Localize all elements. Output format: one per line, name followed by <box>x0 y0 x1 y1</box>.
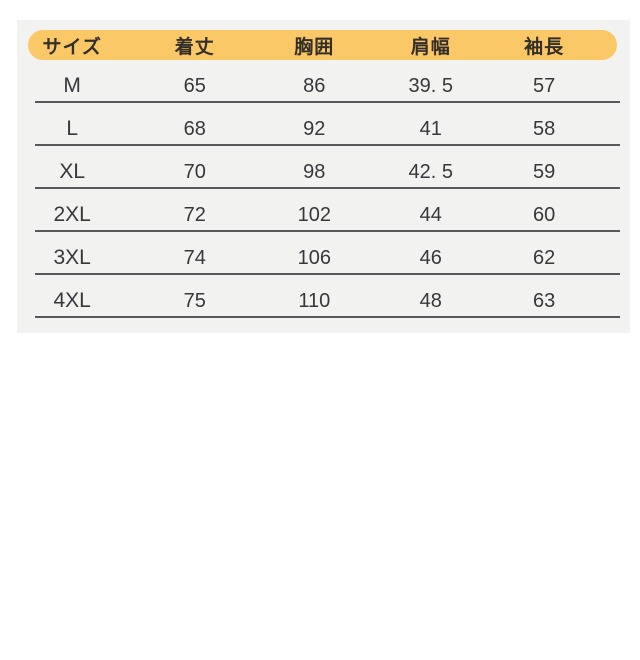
cell-shoulder: 41 <box>419 117 442 140</box>
cell-length: 70 <box>183 160 206 183</box>
table-row: M 65 86 39. 5 57 <box>17 60 630 103</box>
cell-shoulder: 39. 5 <box>408 74 453 97</box>
cell-chest: 106 <box>297 246 331 269</box>
header-chest: 胸囲 <box>294 36 335 58</box>
cell-size: 2XL <box>53 203 91 226</box>
cell-sleeve: 63 <box>533 289 556 312</box>
table-row: 4XL 75 110 48 63 <box>17 275 630 318</box>
header-pill-background <box>28 30 617 60</box>
cell-length: 68 <box>183 117 206 140</box>
cell-chest: 98 <box>303 160 326 183</box>
cell-sleeve: 59 <box>533 160 556 183</box>
header-size: サイズ <box>42 36 102 58</box>
header-length: 着丈 <box>174 36 215 58</box>
cell-size: 3XL <box>53 246 91 269</box>
cell-size: L <box>66 117 78 140</box>
table-row: L 68 92 41 58 <box>17 103 630 146</box>
cell-chest: 110 <box>298 289 331 312</box>
cell-shoulder: 46 <box>419 246 442 269</box>
header-sleeve: 袖長 <box>524 36 565 58</box>
cell-sleeve: 57 <box>533 74 556 97</box>
cell-length: 75 <box>183 289 206 312</box>
size-chart-header: サイズ 着丈 胸囲 肩幅 袖長 <box>17 30 630 60</box>
cell-length: 72 <box>183 203 206 226</box>
header-shoulder: 肩幅 <box>410 36 451 58</box>
cell-chest: 102 <box>297 203 331 226</box>
cell-shoulder: 48 <box>419 289 442 312</box>
cell-sleeve: 60 <box>533 203 556 226</box>
cell-size: XL <box>59 160 85 183</box>
cell-chest: 86 <box>303 74 326 97</box>
cell-chest: 92 <box>303 117 326 140</box>
table-row: 3XL 74 106 46 62 <box>17 232 630 275</box>
cell-size: M <box>63 74 81 97</box>
table-row: 2XL 72 102 44 60 <box>17 189 630 232</box>
cell-length: 74 <box>183 246 206 269</box>
size-chart-table: サイズ 着丈 胸囲 肩幅 袖長 M 65 86 39. 5 57 L 68 92… <box>17 20 630 333</box>
cell-shoulder: 42. 5 <box>408 160 453 183</box>
table-row: XL 70 98 42. 5 59 <box>17 146 630 189</box>
cell-length: 65 <box>183 74 206 97</box>
cell-sleeve: 58 <box>533 117 556 140</box>
cell-shoulder: 44 <box>419 203 442 226</box>
cell-size: 4XL <box>53 289 91 312</box>
cell-sleeve: 62 <box>533 246 556 269</box>
